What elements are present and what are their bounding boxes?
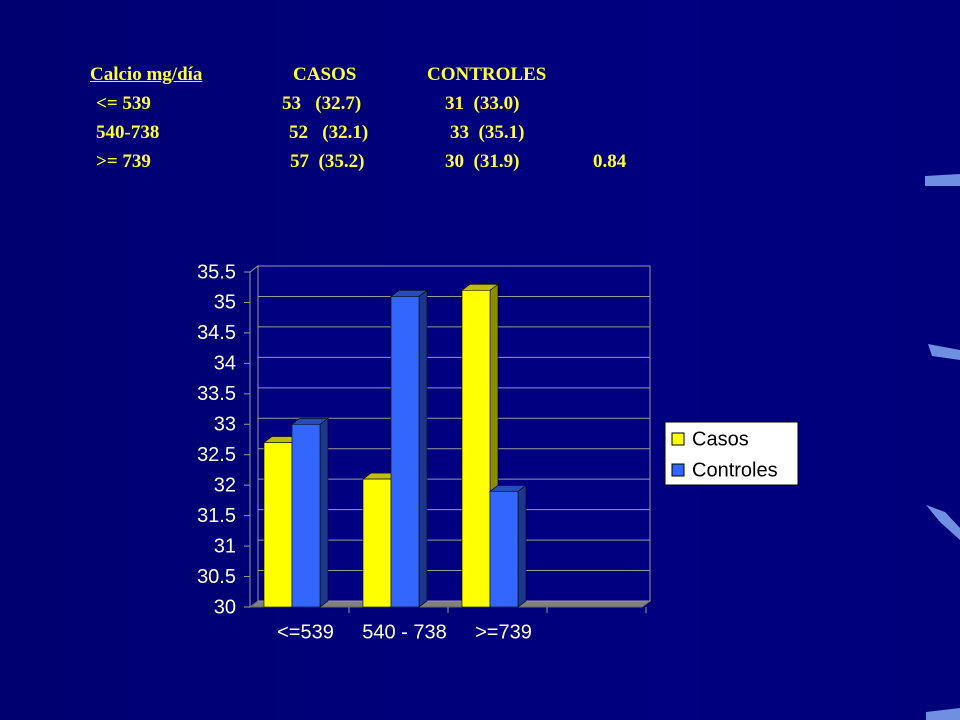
y-tick-label: 31 <box>214 535 236 557</box>
y-tick-label: 34.5 <box>197 322 236 344</box>
decoration <box>926 708 960 720</box>
legend-label: Casos <box>692 428 749 450</box>
legend: Casos Controles <box>664 421 799 486</box>
y-tick-label: 34 <box>214 353 236 375</box>
bar-front <box>362 478 392 608</box>
y-tick-label: 32 <box>214 474 236 496</box>
decoration <box>925 174 960 186</box>
y-tick-label: 32.5 <box>197 444 236 466</box>
table-header: Calcio mg/día <box>90 64 203 85</box>
table-cell: 31 (33.0) <box>445 93 520 114</box>
table-cell: <= 539 <box>96 93 151 114</box>
table-cell: >= 739 <box>96 151 151 172</box>
y-tick-label: 31.5 <box>197 505 236 527</box>
y-tick-label: 30.5 <box>197 566 236 588</box>
y-tick-label: 30 <box>214 596 236 618</box>
legend-swatch <box>671 432 685 446</box>
legend-swatch <box>671 463 685 477</box>
legend-box <box>664 421 799 486</box>
decoration <box>928 344 960 360</box>
x-tick-label: >=739 <box>475 621 532 643</box>
table-cell: 57 (35.2) <box>290 151 365 172</box>
table-header: CONTROLES <box>427 64 547 85</box>
table-cell: 52 (32.1) <box>289 122 369 143</box>
x-tick-label: 540 - 738 <box>362 621 447 643</box>
table-cell: 53 (32.7) <box>282 93 362 114</box>
bar-front <box>291 423 321 608</box>
y-tick-label: 35 <box>214 292 236 314</box>
x-tick-label: <=539 <box>277 621 334 643</box>
bar-side <box>517 484 527 608</box>
table-cell: 540-738 <box>96 122 160 143</box>
bar-side <box>319 417 329 608</box>
decoration <box>926 505 960 540</box>
bar-front <box>489 490 519 608</box>
bar-side <box>418 289 428 608</box>
bar-front <box>390 296 420 608</box>
bar <box>390 289 428 608</box>
y-tick-label: 35.5 <box>197 261 236 283</box>
side-wall <box>249 265 259 608</box>
legend-label: Controles <box>692 459 778 481</box>
y-tick-label: 33 <box>214 414 236 436</box>
bar-front <box>263 442 293 608</box>
y-tick-label: 33.5 <box>197 383 236 405</box>
bar <box>291 417 329 608</box>
table-header: CASOS <box>293 64 357 85</box>
table-cell: 0.84 <box>593 151 627 172</box>
table-cell: 33 (35.1) <box>450 122 525 143</box>
table-cell: 30 (31.9) <box>445 151 520 172</box>
bar <box>489 484 527 608</box>
bar-front <box>461 289 491 608</box>
